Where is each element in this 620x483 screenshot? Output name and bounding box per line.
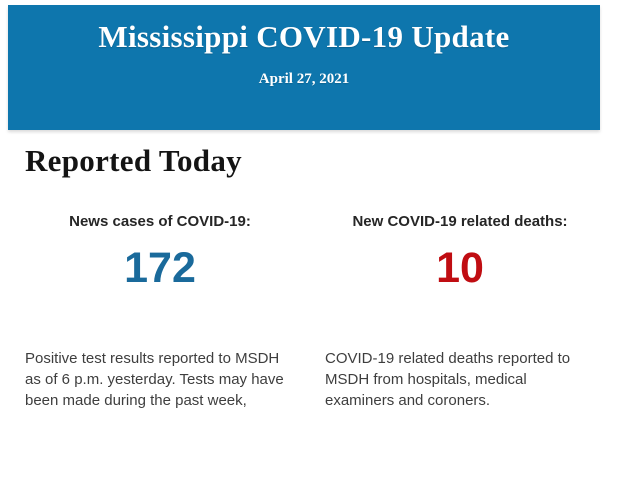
new-deaths-label: New COVID-19 related deaths: (352, 213, 568, 230)
report-body: Reported Today News cases of COVID-19: 1… (0, 144, 620, 411)
stats-grid: News cases of COVID-19: 172 Positive tes… (25, 213, 595, 411)
new-cases-description: Positive test results reported to MSDH a… (25, 350, 284, 409)
new-deaths-description: COVID-19 related deaths reported to MSDH… (325, 350, 571, 409)
section-heading: Reported Today (25, 143, 242, 178)
new-cases-value: 172 (124, 244, 196, 292)
new-cases-label: News cases of COVID-19: (69, 213, 251, 230)
stat-new-deaths: New COVID-19 related deaths: 10 COVID-19… (325, 213, 595, 411)
stat-new-cases: News cases of COVID-19: 172 Positive tes… (25, 213, 295, 411)
newsletter-page: Mississippi COVID-19 Update April 27, 20… (0, 5, 620, 483)
header-banner: Mississippi COVID-19 Update April 27, 20… (8, 5, 600, 130)
new-deaths-value: 10 (436, 244, 484, 292)
page-title: Mississippi COVID-19 Update (98, 19, 510, 54)
report-date: April 27, 2021 (258, 71, 350, 87)
